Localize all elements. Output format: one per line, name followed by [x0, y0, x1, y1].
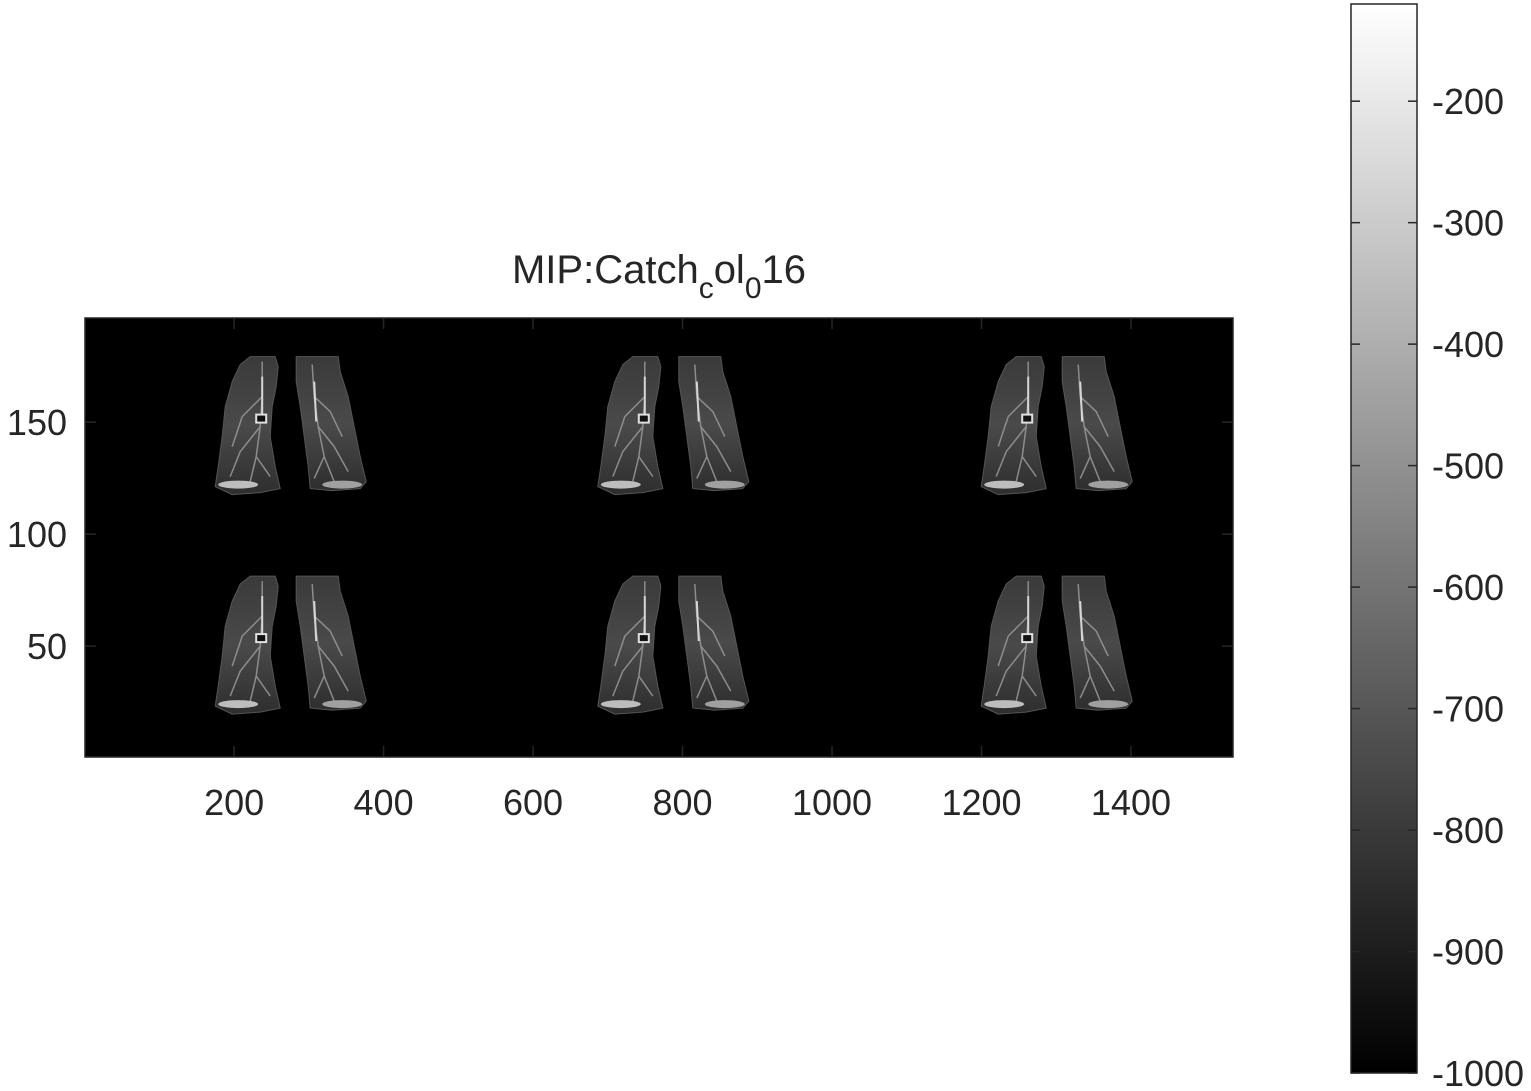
x-tick-label: 1000: [792, 782, 872, 823]
figure-title: MIP:Catchcol016: [512, 248, 806, 305]
x-tick-label: 1400: [1091, 782, 1171, 823]
x-tick-label: 200: [204, 782, 264, 823]
colorbar-tick-label: -200: [1432, 81, 1504, 122]
x-tick-label: 800: [653, 782, 713, 823]
colorbar-gradient: [1351, 4, 1417, 1073]
colorbar-tick-label: -1000: [1432, 1053, 1524, 1091]
x-tick-label: 600: [503, 782, 563, 823]
axes-frame: [84, 317, 1234, 758]
colorbar: -200 -300 -400 -500 -600 -700 -800 -900 -1000: [1350, 3, 1524, 1091]
colorbar-tick-label: -700: [1432, 689, 1504, 730]
y-axis-ticks: 150 100 50: [7, 402, 1233, 667]
colorbar-tick-label: -900: [1432, 932, 1504, 973]
x-tick-label: 1200: [941, 782, 1021, 823]
colorbar-tick-label: -800: [1432, 810, 1504, 851]
x-tick-label: 400: [354, 782, 414, 823]
y-tick-label: 100: [7, 514, 67, 555]
colorbar-tick-label: -500: [1432, 446, 1504, 487]
x-axis-ticks: 200 400 600 800 1000 1200 1400: [204, 318, 1171, 823]
colorbar-tick-label: -400: [1432, 324, 1504, 365]
colorbar-ticks: -200 -300 -400 -500 -600 -700 -800 -900 -1000: [1351, 81, 1524, 1091]
colorbar-tick-label: -300: [1432, 203, 1504, 244]
y-tick-label: 150: [7, 402, 67, 443]
colorbar-frame: [1350, 3, 1418, 1074]
y-tick-label: 50: [27, 626, 67, 667]
colorbar-tick-label: -600: [1432, 567, 1504, 608]
image-axes: 200 400 600 800 1000 1200 1400 150 100 50: [7, 317, 1234, 823]
